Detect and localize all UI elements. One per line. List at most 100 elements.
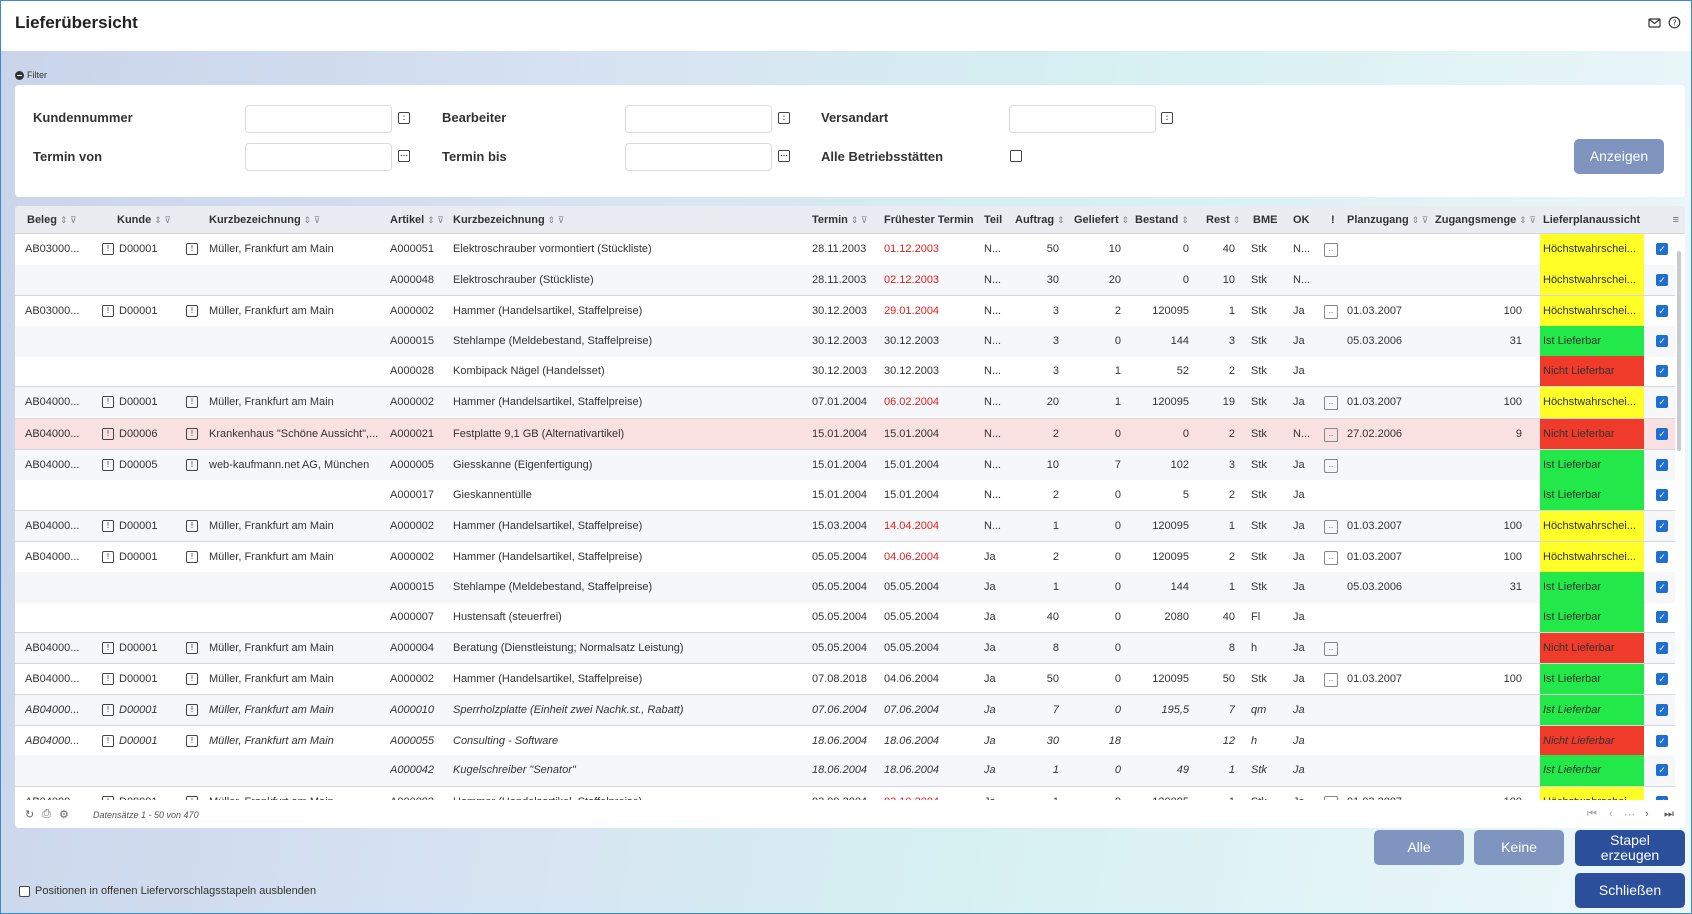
row-select-checkbox[interactable]: ✓	[1656, 764, 1668, 776]
col-planzugang[interactable]: Planzugang ⇕ ⊽	[1347, 214, 1428, 226]
alle-button[interactable]: Alle	[1374, 830, 1464, 865]
prev-page-icon[interactable]: ‹	[1609, 808, 1613, 820]
versandart-lookup-icon[interactable]: :	[1161, 112, 1173, 124]
help-icon[interactable]: ?	[1668, 16, 1681, 29]
beleg-info-icon[interactable]: !	[102, 735, 114, 747]
beleg-info-icon[interactable]: !	[102, 642, 114, 654]
hide-positions-checkbox[interactable]	[19, 885, 30, 897]
col-termin[interactable]: Termin ⇕ ⊽	[812, 214, 868, 226]
row-select-checkbox[interactable]: ✓	[1656, 551, 1668, 563]
table-row[interactable]: AB04000... D00006 Krankenhaus "Schöne Auss…	[15, 418, 1675, 450]
row-select-checkbox[interactable]: ✓	[1656, 704, 1668, 716]
kunde-info-icon[interactable]: !	[186, 396, 198, 408]
first-page-icon[interactable]: ⏮	[1587, 808, 1597, 820]
kunde-info-icon[interactable]: !	[186, 520, 198, 532]
row-select-checkbox[interactable]: ✓	[1656, 642, 1668, 654]
hide-positions-option[interactable]: Positionen in offenen Liefervorschlagsst…	[19, 885, 316, 897]
table-row[interactable]: A000048 Elektroschrauber (Stückliste) 28.1…	[15, 265, 1675, 296]
anzeigen-button[interactable]: Anzeigen	[1574, 139, 1664, 174]
last-page-icon[interactable]: ⏭	[1664, 808, 1674, 820]
details-button[interactable]: ..	[1324, 305, 1338, 319]
row-select-checkbox[interactable]: ✓	[1656, 428, 1668, 440]
col-kunde[interactable]: Kunde ⇕ ⊽	[117, 214, 171, 226]
keine-button[interactable]: Keine	[1474, 830, 1564, 865]
col-rest[interactable]: Rest ⇕	[1206, 214, 1240, 226]
kunde-info-icon[interactable]: !	[186, 305, 198, 317]
row-select-checkbox[interactable]: ✓	[1656, 365, 1668, 377]
details-button[interactable]: ..	[1324, 396, 1338, 410]
kunde-info-icon[interactable]: !	[186, 642, 198, 654]
table-row[interactable]: AB03000... D00001 Müller, Frankfurt am Mai…	[15, 295, 1675, 327]
table-row[interactable]: A000015 Stehlampe (Meldebestand, Staffelp…	[15, 326, 1675, 357]
beleg-info-icon[interactable]: !	[102, 520, 114, 532]
termin-bis-input[interactable]	[625, 143, 772, 171]
row-select-checkbox[interactable]: ✓	[1656, 335, 1668, 347]
col-teil[interactable]: Teil	[984, 214, 1003, 226]
sort-icon[interactable]: ⇕	[1057, 215, 1065, 225]
details-button[interactable]: ..	[1324, 428, 1338, 442]
col-geliefert[interactable]: Geliefert ⇕	[1074, 214, 1129, 226]
row-select-checkbox[interactable]: ✓	[1656, 735, 1668, 747]
col-ok[interactable]: OK	[1293, 214, 1310, 226]
refresh-icon[interactable]: ↻	[25, 809, 35, 821]
beleg-info-icon[interactable]: !	[102, 704, 114, 716]
schliessen-button[interactable]: Schließen	[1575, 873, 1685, 908]
row-select-checkbox[interactable]: ✓	[1656, 396, 1668, 408]
row-select-checkbox[interactable]: ✓	[1656, 243, 1668, 255]
details-button[interactable]: ..	[1324, 673, 1338, 687]
col-bme[interactable]: BME	[1253, 214, 1278, 226]
sort-filter-icon[interactable]: ⇕ ⊽	[1519, 215, 1536, 225]
bearbeiter-lookup-icon[interactable]: :	[778, 112, 790, 124]
table-row[interactable]: AB04000... D00001 Müller, Frankfurt am Mai…	[15, 510, 1675, 542]
col-lieferplanaussicht[interactable]: Lieferplanaussicht	[1543, 214, 1641, 226]
table-row[interactable]: A000007 Hustensaft (steuerfrei) 05.05.2004…	[15, 602, 1675, 633]
kundennummer-lookup-icon[interactable]: :	[398, 112, 410, 124]
table-row[interactable]: A000028 Kombipack Nägel (Handelsset) 30.12…	[15, 356, 1675, 387]
termin-von-calendar-icon[interactable]: ⋯	[398, 150, 410, 162]
settings-icon[interactable]: ⚙	[59, 809, 69, 821]
beleg-info-icon[interactable]: !	[102, 428, 114, 440]
sort-icon[interactable]: ⇕	[1121, 215, 1130, 225]
versandart-input[interactable]	[1009, 105, 1156, 133]
table-row[interactable]: A000017 Gieskannentülle 15.01.2004 15.01.20…	[15, 480, 1675, 511]
bearbeiter-input[interactable]	[625, 105, 772, 133]
filter-toggle[interactable]: Filter	[15, 70, 47, 80]
row-select-checkbox[interactable]: ✓	[1656, 489, 1668, 501]
col-auftrag[interactable]: Auftrag ⇕	[1015, 214, 1065, 226]
beleg-info-icon[interactable]: !	[102, 243, 114, 255]
sort-filter-icon[interactable]: ⇕ ⊽	[547, 215, 565, 225]
beleg-info-icon[interactable]: !	[102, 305, 114, 317]
next-page-icon[interactable]: ›	[1645, 808, 1649, 820]
kunde-info-icon[interactable]: !	[186, 704, 198, 716]
details-button[interactable]: ..	[1324, 243, 1338, 257]
row-select-checkbox[interactable]: ✓	[1656, 673, 1668, 685]
kundennummer-input[interactable]	[245, 105, 392, 133]
row-select-checkbox[interactable]: ✓	[1656, 274, 1668, 286]
mail-icon[interactable]	[1648, 16, 1661, 29]
row-select-checkbox[interactable]: ✓	[1656, 305, 1668, 317]
table-row[interactable]: AB03000... D00001 Müller, Frankfurt am Mai…	[15, 234, 1675, 265]
beleg-info-icon[interactable]: !	[102, 551, 114, 563]
col-kurzbezeichnung-kunde[interactable]: Kurzbezeichnung ⇕ ⊽	[209, 214, 320, 226]
beleg-info-icon[interactable]: !	[102, 396, 114, 408]
table-row[interactable]: AB04000... D00001 Müller, Frankfurt am Mai…	[15, 541, 1675, 573]
details-button[interactable]: ..	[1324, 520, 1338, 534]
vertical-scrollbar[interactable]	[1677, 236, 1682, 786]
kunde-info-icon[interactable]: !	[186, 243, 198, 255]
print-icon[interactable]: ⎙	[42, 808, 51, 820]
sort-filter-icon[interactable]: ⇕ ⊽	[154, 215, 171, 225]
sort-filter-icon[interactable]: ⇕ ⊽	[59, 215, 77, 225]
sort-icon[interactable]: ⇕	[1181, 215, 1189, 225]
table-row[interactable]: AB04000... D00001 Müller, Frankfurt am Mai…	[15, 632, 1675, 664]
table-row[interactable]: AB04000... D00005 web-kaufmann.net AG, Mün…	[15, 449, 1675, 481]
table-row[interactable]: AB04000... D00001 Müller, Frankfurt am Mai…	[15, 725, 1675, 757]
row-select-checkbox[interactable]: ✓	[1656, 581, 1668, 593]
col-fruehester-termin[interactable]: Frühester Termin	[884, 214, 974, 226]
details-button[interactable]: ..	[1324, 459, 1338, 473]
termin-bis-calendar-icon[interactable]: ⋯	[778, 150, 790, 162]
row-select-checkbox[interactable]: ✓	[1656, 611, 1668, 623]
col-artikel[interactable]: Artikel ⇕ ⊽	[390, 214, 444, 226]
sort-icon[interactable]: ⇕	[1232, 215, 1241, 225]
more-pages-icon[interactable]: ⋯	[1624, 809, 1635, 821]
col-bestand[interactable]: Bestand ⇕	[1135, 214, 1189, 226]
